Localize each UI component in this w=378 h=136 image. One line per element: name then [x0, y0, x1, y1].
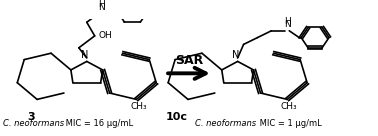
Text: C. neoformans: C. neoformans — [195, 119, 256, 128]
Text: H: H — [98, 1, 105, 10]
Text: OH: OH — [99, 30, 112, 40]
Text: SAR: SAR — [175, 54, 203, 67]
Text: C. neoformans: C. neoformans — [3, 119, 65, 128]
Text: MIC = 1 μg/mL: MIC = 1 μg/mL — [257, 119, 321, 128]
Text: CH₃: CH₃ — [281, 102, 297, 111]
Text: MIC = 16 μg/mL: MIC = 16 μg/mL — [63, 119, 133, 128]
Text: CH₃: CH₃ — [130, 102, 147, 111]
Text: N: N — [284, 20, 291, 29]
Text: N: N — [232, 50, 239, 60]
Text: H: H — [284, 17, 291, 26]
Text: 3: 3 — [27, 112, 35, 122]
Text: N: N — [81, 50, 88, 60]
Text: N: N — [98, 3, 105, 12]
Text: 10c: 10c — [166, 112, 188, 122]
